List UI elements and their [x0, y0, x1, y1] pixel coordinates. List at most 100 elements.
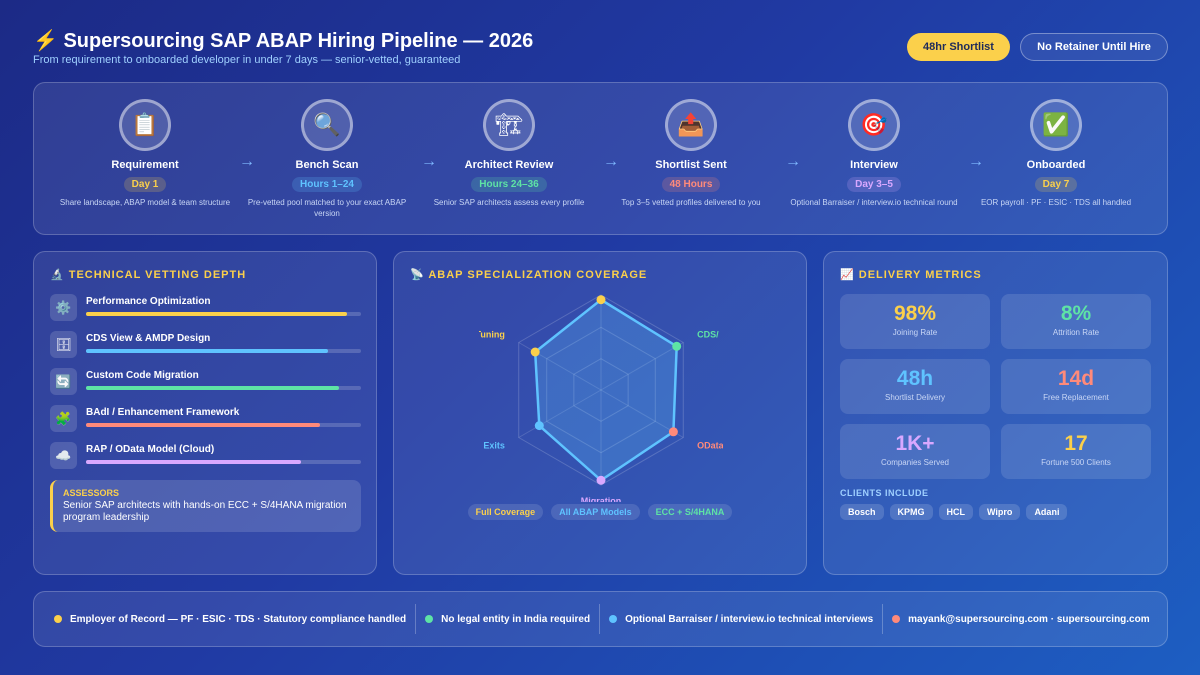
step-badge: Hours 1–24 [292, 177, 362, 192]
assessors-box: ASSESSORS Senior SAP architects with han… [50, 480, 361, 532]
skill-bar-track [86, 349, 361, 353]
pipeline-step: 📋 Requirement Day 1 Share landscape, ABAP m… [54, 99, 236, 208]
skill-icon: ⚙️ [50, 294, 77, 321]
footer-item: mayank@supersourcing.com · supersourcing… [883, 614, 1158, 625]
shortlist-pill[interactable]: 48hr Shortlist [907, 33, 1010, 61]
footer-dot [892, 615, 901, 623]
radar-axis-label: Exits [483, 441, 505, 451]
step-badge: Day 3–5 [847, 177, 901, 192]
coverage-tag: ECC + S/4HANA [647, 504, 733, 520]
metric-card: 48h Shortlist Delivery [840, 359, 990, 414]
footer-divider [882, 604, 884, 634]
footer-item: No legal entity in India required [416, 614, 599, 625]
skill-label: RAP / OData Model (Cloud) [86, 444, 215, 455]
metric-value: 48h [896, 367, 934, 390]
page-subtitle: From requirement to onboarded developer … [33, 54, 461, 66]
radar-axis-label: OData [697, 441, 723, 451]
no-retainer-pill[interactable]: No Retainer Until Hire [1020, 33, 1168, 61]
step-icon: 📋 [119, 99, 171, 151]
metric-label: Attrition Rate [1052, 328, 1100, 337]
radar-axis-label: Migration [581, 496, 622, 502]
metric-value: 1K+ [895, 432, 935, 455]
radar-grid-ring [573, 358, 629, 422]
step-description: Optional Barraiser / interview.io techni… [790, 198, 958, 207]
skill-bar-fill [86, 349, 328, 353]
step-description: Pre-vetted pool matched to your exact AB… [247, 198, 407, 218]
arrow-right-icon: → [239, 153, 255, 170]
radar-axis-label: Tuning [479, 330, 505, 340]
footer-item: Optional Barraiser / interview.io techni… [600, 614, 882, 625]
metric-card: 98% Joining Rate [840, 294, 990, 349]
skill-bar-fill [86, 423, 320, 427]
metric-value: 17 [1064, 432, 1088, 455]
skill-bar-track [86, 423, 361, 427]
metric-label: Companies Served [880, 458, 950, 467]
footer-dot [425, 615, 434, 623]
metric-label: Joining Rate [892, 328, 938, 337]
radar-axis-label: CDS/ [697, 330, 719, 340]
page-title: ⚡ Supersourcing SAP ABAP Hiring Pipeline… [33, 30, 534, 52]
vetting-item: ☁️ RAP / OData Model (Cloud) [50, 442, 362, 472]
radar-data-point [668, 427, 678, 437]
footer-dot [609, 615, 618, 623]
step-name: Requirement [111, 159, 179, 171]
step-icon: 🔍 [301, 99, 353, 151]
clients-heading: CLIENTS INCLUDE [840, 488, 929, 498]
footer-bar: Employer of Record — PF · ESIC · TDS · S… [33, 591, 1168, 647]
metrics-panel: 📈 DELIVERY METRICS 98% Joining Rate 8% Attr… [823, 251, 1168, 575]
specialization-panel: 📡 ABAP SPECIALIZATION COVERAGE Classical… [393, 251, 807, 575]
step-name: Onboarded [1026, 159, 1086, 171]
footer-dot [54, 615, 62, 623]
footer-divider [415, 604, 417, 634]
step-name: Shortlist Sent [655, 159, 727, 171]
step-description: Share landscape, ABAP model & team struc… [59, 198, 231, 207]
client-badge: Bosch [840, 504, 884, 520]
footer-text: mayank@supersourcing.com · supersourcing… [908, 613, 1150, 625]
footer-item: Employer of Record — PF · ESIC · TDS · S… [54, 614, 415, 625]
vetting-item: 🔄 Custom Code Migration [50, 368, 362, 398]
metric-card: 8% Attrition Rate [1001, 294, 1151, 349]
skill-label: Performance Optimization [86, 296, 211, 307]
step-description: EOR payroll · PF · ESIC · TDS all handle… [980, 198, 1132, 207]
vetting-item: 🧩 BAdI / Enhancement Framework [50, 405, 362, 435]
step-name: Bench Scan [295, 159, 359, 171]
assessors-text: Senior SAP architects with hands-on ECC … [63, 500, 347, 523]
pipeline-step: 🏗 Architect Review Hours 24–36 Senior SAP a… [418, 99, 600, 208]
step-icon: 🎯 [848, 99, 900, 151]
skill-label: Custom Code Migration [86, 370, 199, 381]
skill-icon: 🗄 [50, 331, 77, 358]
step-badge: Day 7 [1034, 177, 1078, 192]
skill-bar-fill [86, 460, 301, 464]
specialization-title: 📡 ABAP SPECIALIZATION COVERAGE [410, 269, 648, 281]
step-icon: 📤 [665, 99, 717, 151]
step-description: Senior SAP architects assess every profi… [433, 198, 585, 207]
step-badge: Hours 24–36 [471, 177, 547, 192]
metric-value: 14d [1057, 367, 1095, 390]
arrow-right-icon: → [968, 153, 984, 170]
skill-icon: ☁️ [50, 442, 77, 469]
radar-grid-ring [518, 294, 684, 486]
radar-data-point [534, 421, 544, 431]
arrow-right-icon: → [421, 153, 437, 170]
skill-bar-fill [86, 386, 339, 390]
radar-axis-line [600, 342, 684, 391]
skill-label: CDS View & AMDP Design [86, 333, 211, 344]
vetting-item: ⚙️ Performance Optimization [50, 294, 362, 324]
client-badge: Wipro [979, 504, 1021, 520]
radar-data-point [596, 475, 606, 485]
footer-text: Employer of Record — PF · ESIC · TDS · S… [70, 613, 407, 625]
skill-bar-fill [86, 312, 348, 316]
arrow-right-icon: → [785, 153, 801, 170]
radar-chart: Classical ABAPCDS/ODataMigrationExitsTun… [479, 294, 723, 502]
step-icon: 🏗 [483, 99, 535, 151]
pipeline-panel: 📋 Requirement Day 1 Share landscape, ABAP m… [33, 82, 1168, 235]
radar-grid-ring [546, 326, 656, 454]
metric-label: Free Replacement [1043, 393, 1109, 402]
metrics-title: 📈 DELIVERY METRICS [840, 269, 982, 281]
metric-card: 1K+ Companies Served [840, 424, 990, 479]
skill-icon: 🔄 [50, 368, 77, 395]
pipeline-step: ✅ Onboarded Day 7 EOR payroll · PF · ESIC ·… [965, 99, 1147, 208]
assessors-heading: ASSESSORS [63, 488, 120, 498]
skill-bar-track [86, 386, 361, 390]
step-icon: ✅ [1030, 99, 1082, 151]
